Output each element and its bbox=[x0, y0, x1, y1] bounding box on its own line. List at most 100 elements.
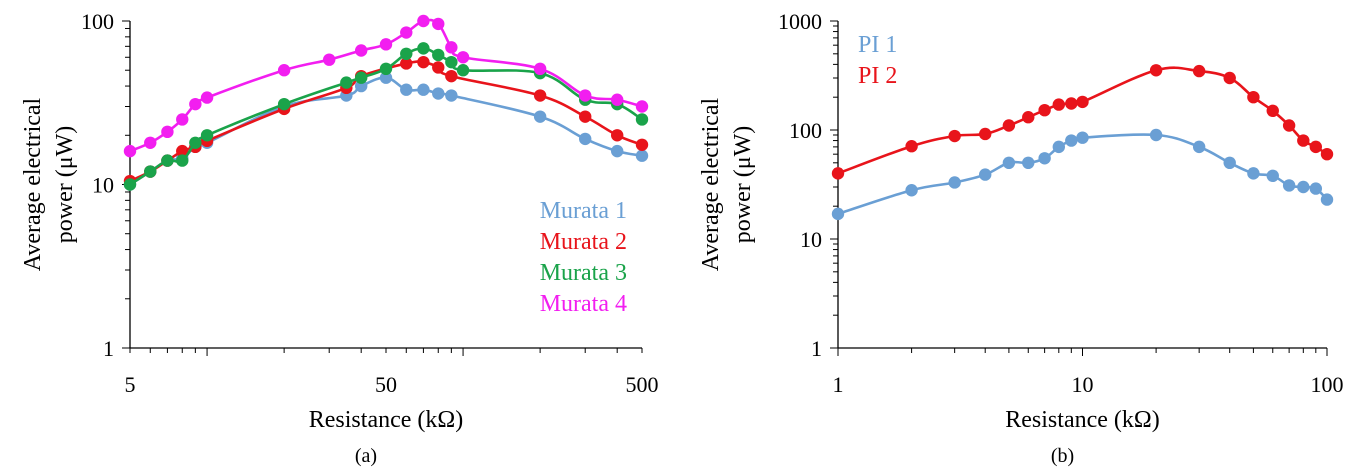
data-point bbox=[1309, 182, 1323, 195]
data-point bbox=[1247, 90, 1260, 104]
data-point bbox=[1223, 71, 1236, 85]
data-point bbox=[379, 62, 393, 76]
legend-entry: Murata 2 bbox=[540, 229, 627, 255]
data-point bbox=[176, 113, 189, 126]
y-tick-label: 100 bbox=[789, 118, 822, 143]
data-point bbox=[200, 129, 214, 142]
data-point bbox=[277, 97, 291, 111]
legend-entry: PI 1 bbox=[858, 32, 897, 58]
data-point bbox=[1149, 64, 1163, 77]
data-point bbox=[340, 76, 353, 89]
data-point bbox=[354, 71, 368, 84]
data-point bbox=[379, 38, 393, 51]
data-point bbox=[635, 100, 649, 113]
data-point bbox=[635, 149, 649, 162]
data-point bbox=[1223, 156, 1236, 170]
series-pi-1 bbox=[831, 128, 1334, 221]
data-point bbox=[948, 129, 961, 143]
data-point bbox=[432, 61, 445, 74]
data-point bbox=[417, 42, 430, 55]
data-point bbox=[579, 110, 592, 123]
data-point bbox=[610, 129, 624, 142]
y-axis-title-line: Average electrical bbox=[20, 97, 46, 271]
data-point bbox=[831, 167, 845, 180]
data-point bbox=[635, 113, 649, 126]
data-point bbox=[905, 184, 918, 197]
data-point bbox=[456, 51, 470, 64]
data-point bbox=[1282, 119, 1296, 132]
data-point bbox=[379, 71, 393, 84]
data-point bbox=[123, 144, 137, 158]
data-point bbox=[400, 57, 413, 70]
data-point bbox=[417, 14, 430, 28]
data-point bbox=[1320, 147, 1334, 161]
data-point bbox=[1282, 179, 1296, 192]
data-point bbox=[533, 110, 547, 123]
data-point bbox=[1192, 140, 1206, 154]
data-point bbox=[1149, 128, 1163, 142]
y-axis-title-line: Average electrical bbox=[698, 97, 724, 271]
series-line bbox=[836, 66, 1329, 175]
data-point bbox=[1065, 97, 1078, 110]
data-point bbox=[979, 168, 992, 181]
panel-label: (b) bbox=[1051, 445, 1074, 467]
data-point bbox=[176, 144, 189, 158]
data-point bbox=[1038, 103, 1051, 117]
data-point bbox=[277, 64, 291, 77]
data-point bbox=[610, 144, 624, 158]
data-point bbox=[1309, 140, 1323, 154]
y-tick-label: 100 bbox=[81, 9, 114, 34]
data-point bbox=[1320, 193, 1334, 206]
series-murata-3 bbox=[123, 42, 649, 191]
chart-panel-b: 1 10 100 1 10 100 1000 Resistance (kΩ) Average e… bbox=[698, 9, 1344, 467]
data-point bbox=[1022, 111, 1035, 124]
data-point bbox=[1002, 119, 1016, 132]
data-point bbox=[1247, 167, 1260, 180]
data-point bbox=[200, 91, 214, 104]
x-axis-title: Resistance (kΩ) bbox=[1005, 407, 1159, 433]
data-point bbox=[579, 89, 592, 102]
data-point bbox=[831, 207, 845, 221]
data-point bbox=[1297, 134, 1310, 147]
legend-entry: Murata 3 bbox=[540, 260, 627, 286]
y-tick-label: 10 bbox=[800, 227, 822, 252]
data-point bbox=[161, 125, 174, 139]
data-point bbox=[417, 83, 430, 96]
data-point bbox=[1266, 169, 1279, 183]
y-axis-title-line: power (μW) bbox=[52, 126, 78, 243]
data-point bbox=[323, 53, 336, 66]
series-pi-2 bbox=[831, 64, 1334, 180]
data-point bbox=[400, 26, 413, 39]
data-point bbox=[533, 89, 547, 102]
data-point bbox=[610, 93, 624, 106]
data-point bbox=[161, 154, 174, 167]
y-tick-label: 1000 bbox=[778, 9, 822, 34]
data-point bbox=[1052, 140, 1066, 154]
data-point bbox=[445, 55, 458, 69]
data-point bbox=[1002, 156, 1016, 170]
data-point bbox=[176, 154, 189, 167]
data-point bbox=[579, 132, 592, 146]
data-point bbox=[533, 62, 547, 76]
x-tick-label: 5 bbox=[125, 372, 136, 397]
data-point bbox=[445, 69, 458, 83]
data-point bbox=[400, 47, 413, 61]
data-point bbox=[1297, 180, 1310, 194]
x-tick-label: 1 bbox=[833, 372, 844, 397]
y-axis-title-line: power (μW) bbox=[730, 126, 756, 243]
data-point bbox=[1038, 152, 1051, 165]
x-axis-title: Resistance (kΩ) bbox=[309, 407, 463, 433]
data-point bbox=[432, 87, 445, 100]
data-point bbox=[905, 140, 918, 153]
chart-panel-a: 5 50 500 1 10 100 Resistance (kΩ) Average elect… bbox=[20, 9, 659, 467]
data-point bbox=[1076, 95, 1089, 109]
data-point bbox=[1022, 156, 1035, 170]
data-point bbox=[1065, 134, 1078, 147]
y-tick-label: 1 bbox=[103, 336, 114, 361]
x-tick-label: 100 bbox=[1311, 372, 1344, 397]
legend-entry: PI 2 bbox=[858, 63, 897, 89]
data-point bbox=[417, 55, 430, 69]
data-point bbox=[948, 176, 961, 189]
data-point bbox=[445, 89, 458, 102]
